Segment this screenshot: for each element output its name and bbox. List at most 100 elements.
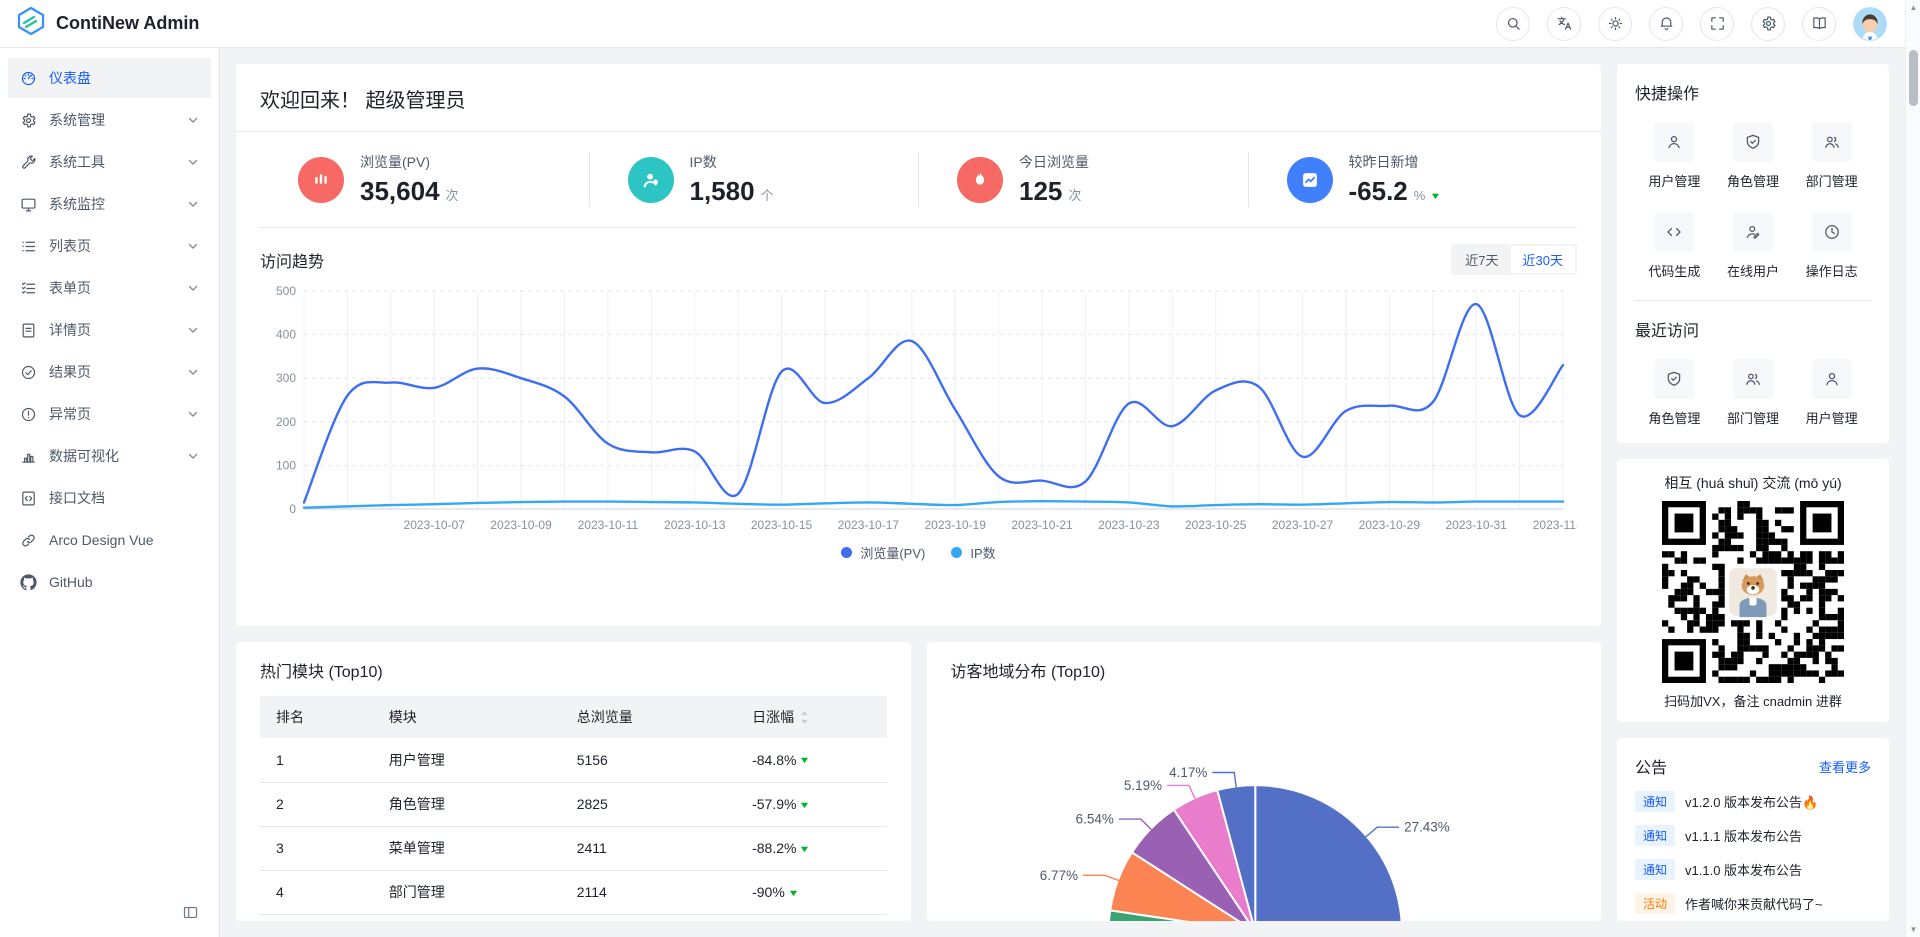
api-icon (20, 490, 37, 507)
aside-column: 快捷操作 用户管理 角色管理 部门管理 代码生成 在线用户 操作日志 最近访问 角色管理部… (1617, 64, 1889, 921)
region-card: 访客地域分布 (Top10) 27.43% 6.77% 6.54% 5.19% 4.17… (926, 642, 1601, 921)
svg-text:200: 200 (276, 415, 296, 429)
svg-text:2023-10-09: 2023-10-09 (490, 518, 552, 532)
quick-action-在线用户[interactable]: 在线用户 (1714, 212, 1793, 280)
quick-action-部门管理[interactable]: 部门管理 (1792, 122, 1871, 190)
translate-icon[interactable] (1547, 6, 1581, 41)
quick-action-操作日志[interactable]: 操作日志 (1792, 212, 1871, 280)
chevron-down-icon (187, 324, 199, 336)
github-icon (20, 573, 37, 591)
sidebar-item-系统工具[interactable]: 系统工具 (8, 142, 211, 182)
sidebar-item-label: 系统监控 (49, 196, 105, 212)
view-more-link[interactable]: 查看更多 (1818, 759, 1871, 775)
search-icon[interactable] (1496, 6, 1530, 41)
sidebar-item-表单页[interactable]: 表单页 (8, 268, 211, 308)
announcement-item[interactable]: 活动 作者喊你来贡献代码了~ (1635, 893, 1871, 914)
list-icon (20, 238, 37, 255)
notification-icon[interactable] (1649, 6, 1683, 41)
announcement-item[interactable]: 通知 v1.2.0 版本发布公告🔥 (1635, 791, 1871, 812)
stat-card-今日浏览量: 今日浏览量 125 次 (918, 152, 1248, 207)
scrollbar-thumb[interactable] (1909, 50, 1918, 106)
stat-trend-icon (1286, 156, 1333, 203)
column-header-模块: 模块 (372, 696, 561, 738)
sidebar-item-异常页[interactable]: 异常页 (8, 394, 211, 434)
recent-visit-角色管理[interactable]: 角色管理 (1635, 359, 1714, 427)
quick-actions-grid: 用户管理 角色管理 部门管理代码生成 在线用户 操作日志 (1635, 122, 1871, 280)
form-icon (20, 280, 37, 297)
stat-label: IP数 (689, 154, 717, 170)
sidebar-collapse-button[interactable] (179, 903, 201, 925)
scrollbar-up-arrow[interactable]: ▲ (1909, 3, 1918, 12)
recent-visit-部门管理[interactable]: 部门管理 (1714, 359, 1793, 427)
fullscreen-icon[interactable] (1700, 6, 1734, 41)
sidebar-item-label: 异常页 (49, 406, 91, 422)
shield-icon (1732, 122, 1773, 162)
sidebar-menu: 仪表盘 系统管理 系统工具系统监控列表页表单页 详情页 结果页异常页数据可视化 接口文档 A… (8, 58, 211, 602)
layout: 仪表盘 系统管理 系统工具系统监控列表页表单页 详情页 结果页异常页数据可视化 接口文档 A… (0, 48, 1905, 937)
bottom-row: 热门模块 (Top10) 排名 模块 总浏览量 日涨幅 1 用户管理 5156 -84.8%… (236, 642, 1601, 921)
notice-text: v1.2.0 版本发布公告🔥 (1685, 795, 1819, 810)
quick-action-用户管理[interactable]: 用户管理 (1635, 122, 1714, 190)
sidebar-item-label: GitHub (49, 574, 93, 590)
main-content: 欢迎回来！ 超级管理员 浏览量(PV) 35,604 次 IP数 1,580 个 今日浏览量… (220, 48, 1905, 937)
announcements-card: 公告 查看更多 通知 v1.2.0 版本发布公告🔥 通知 v1.1.1 版本发布公告通… (1617, 738, 1889, 921)
sidebar: 仪表盘 系统管理 系统工具系统监控列表页表单页 详情页 结果页异常页数据可视化 接口文档 A… (0, 48, 220, 937)
announcements-list: 通知 v1.2.0 版本发布公告🔥 通知 v1.1.1 版本发布公告 通知 v1.1.0 … (1635, 791, 1871, 921)
legend-item-浏览量(PV)[interactable]: 浏览量(PV) (841, 543, 925, 562)
column-header-日涨幅[interactable]: 日涨幅 (736, 696, 887, 738)
logo-hexagon-icon (16, 6, 46, 41)
trend-tab-近30天[interactable]: 近30天 (1510, 246, 1575, 273)
sidebar-item-结果页[interactable]: 结果页 (8, 352, 211, 392)
announcement-item[interactable]: 通知 v1.1.0 版本发布公告 (1635, 859, 1871, 880)
app-logo[interactable]: ContiNew Admin (16, 6, 199, 41)
recent-visit-用户管理[interactable]: 用户管理 (1792, 359, 1871, 427)
user-icon (1811, 359, 1852, 399)
qr-card: 相互 (huá shuǐ) 交流 (mō yú) 扫码加VX，备注 cnadmi… (1617, 459, 1889, 722)
notice-text: 作者喊你来贡献代码了~ (1685, 897, 1823, 912)
trend-tab-近7天[interactable]: 近7天 (1465, 253, 1499, 268)
svg-text:2023-10-17: 2023-10-17 (838, 518, 900, 532)
sidebar-item-label: 列表页 (49, 238, 91, 254)
docs-icon[interactable] (1802, 6, 1836, 41)
announcement-item[interactable]: 通知 v1.1.1 版本发布公告 (1635, 825, 1871, 846)
trend-title: 访问趋势 (260, 253, 325, 271)
sidebar-item-列表页[interactable]: 列表页 (8, 226, 211, 266)
sidebar-item-详情页[interactable]: 详情页 (8, 310, 211, 350)
theme-icon[interactable] (1598, 6, 1632, 41)
trend-range-tabs: 近7天 近30天 (1451, 244, 1577, 275)
stat-flame-icon (957, 156, 1003, 203)
settings-icon[interactable] (1751, 6, 1785, 41)
page-scrollbar: ▲ ▼ (1905, 0, 1920, 937)
shield-icon (1654, 359, 1695, 399)
cell-rank: 2 (260, 782, 373, 827)
wrench-icon (20, 154, 37, 171)
header-actions (1496, 6, 1887, 41)
sidebar-item-数据可视化[interactable]: 数据可视化 (8, 436, 211, 476)
quick-action-代码生成[interactable]: 代码生成 (1635, 212, 1714, 280)
cell-views: 5156 (560, 738, 737, 783)
warning-circle-icon (20, 406, 37, 423)
svg-text:2023-10-19: 2023-10-19 (925, 518, 987, 532)
svg-text:5.19%: 5.19% (1123, 778, 1161, 793)
svg-text:2023-10-11: 2023-10-11 (578, 518, 639, 532)
qr-caption: 扫码加VX，备注 cnadmin 进群 (1664, 694, 1842, 709)
svg-text:2023-10-07: 2023-10-07 (404, 518, 466, 532)
notice-tag: 通知 (1635, 825, 1676, 846)
quick-actions-card: 快捷操作 用户管理 角色管理 部门管理 代码生成 在线用户 操作日志 最近访问 角色管理部… (1617, 64, 1889, 443)
sidebar-item-系统管理[interactable]: 系统管理 (8, 100, 211, 140)
scrollbar-down-arrow[interactable]: ▼ (1909, 925, 1918, 934)
legend-item-IP数[interactable]: IP数 (951, 543, 996, 562)
sidebar-item-arco-design-vue[interactable]: Arco Design Vue (8, 520, 211, 560)
sidebar-item-接口文档[interactable]: 接口文档 (8, 478, 211, 518)
visit-trend-line-chart: 0 100 200 300 400 500 2023-10-07 2023-10-09 2023… (276, 284, 1577, 532)
sort-icon[interactable] (799, 710, 810, 725)
sidebar-item-仪表盘[interactable]: 仪表盘 (8, 58, 211, 98)
file-icon (20, 322, 37, 339)
sidebar-item-系统监控[interactable]: 系统监控 (8, 184, 211, 224)
user-avatar[interactable] (1853, 6, 1887, 41)
quick-action-角色管理[interactable]: 角色管理 (1714, 122, 1793, 190)
sidebar-item-github[interactable]: GitHub (8, 562, 211, 602)
chart-icon (20, 448, 37, 465)
user-icon (1654, 122, 1695, 162)
